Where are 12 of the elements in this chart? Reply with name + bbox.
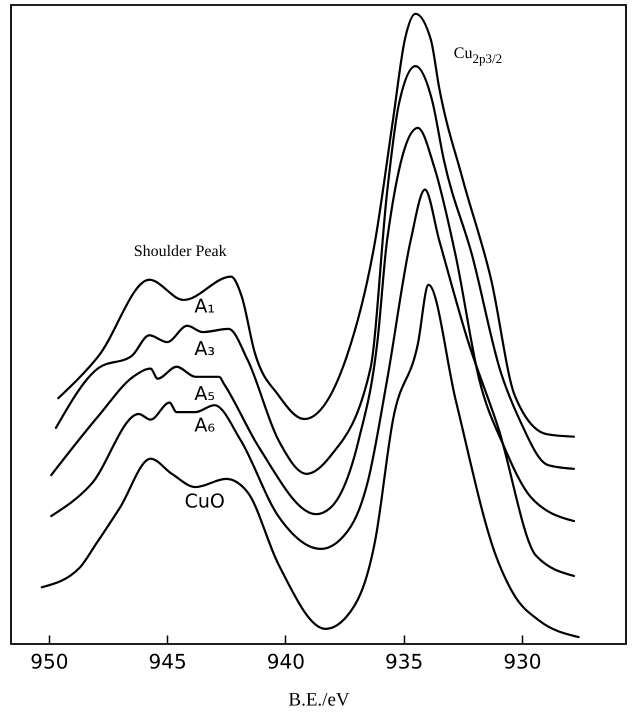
x-tick-label: 940	[266, 650, 305, 674]
x-tick-label: 950	[30, 650, 68, 674]
series-label: A₅	[194, 382, 216, 405]
series-label: A₃	[194, 338, 216, 360]
series-label: A₆	[194, 414, 216, 437]
annotation: Shoulder Peak	[134, 243, 227, 260]
x-tick-label: 945	[148, 650, 187, 674]
x-axis-title: B.E./eV	[288, 690, 350, 710]
x-tick-label: 935	[385, 650, 424, 674]
series-label: CuO	[184, 490, 225, 513]
x-tick-label: 930	[503, 650, 542, 674]
series-label: A₁	[194, 296, 216, 318]
